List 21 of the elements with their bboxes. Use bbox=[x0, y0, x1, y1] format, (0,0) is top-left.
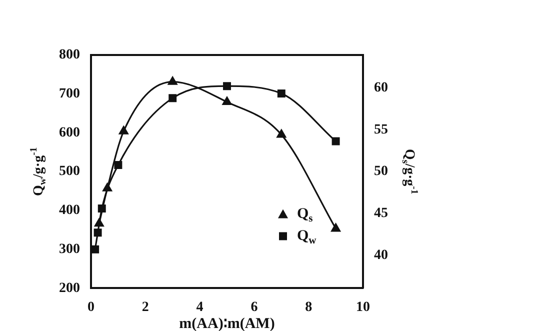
y2-tick-label: 55 bbox=[374, 122, 388, 138]
y2-tick-label: 60 bbox=[374, 80, 388, 96]
y-tick-label: 800 bbox=[59, 48, 80, 63]
x-tick-label: 8 bbox=[305, 300, 312, 316]
x-tick-label: 0 bbox=[88, 300, 94, 316]
y-tick-label: 500 bbox=[59, 164, 80, 180]
x-tick-label: 6 bbox=[250, 300, 258, 316]
x-tick-label: 4 bbox=[196, 300, 204, 316]
y-axis-title: Qw/g·g-1 bbox=[28, 147, 49, 196]
y-tick-label: 700 bbox=[59, 86, 80, 102]
x-tick-label: 2 bbox=[142, 300, 149, 316]
y2-tick-label: 45 bbox=[374, 206, 388, 222]
y2-tick-label: 50 bbox=[374, 164, 388, 180]
y2-axis-title: Qs/g·g-1 bbox=[399, 148, 420, 194]
y-tick-label: 400 bbox=[59, 203, 80, 218]
x-tick-label: 10 bbox=[356, 300, 370, 316]
x-axis-title: m(AA)∶m(AM) bbox=[179, 316, 275, 331]
y-tick-label: 600 bbox=[59, 125, 80, 140]
y2-tick-label: 40 bbox=[374, 248, 388, 264]
y-tick-label: 300 bbox=[59, 242, 80, 257]
y-tick-label: 200 bbox=[59, 280, 80, 296]
